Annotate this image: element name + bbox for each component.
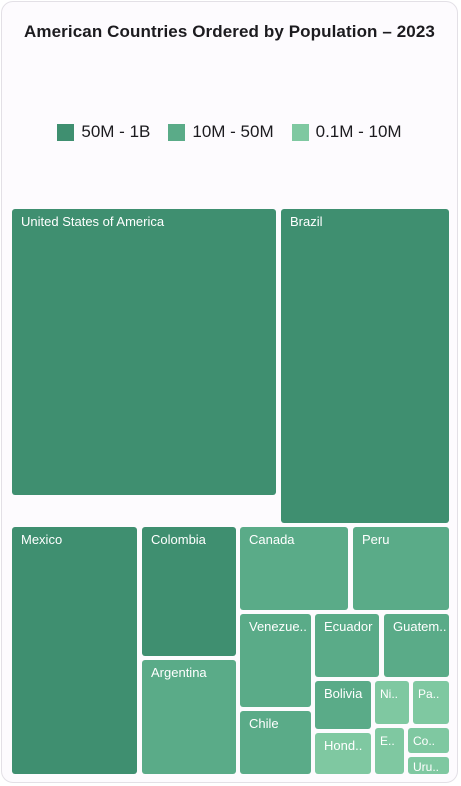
tile-rect-brazil	[281, 209, 449, 523]
tile-colombia[interactable]: Colombia	[142, 527, 236, 656]
tile-rect-mexico	[12, 527, 137, 774]
tile-chile[interactable]: Chile	[240, 711, 311, 774]
tile-honduras[interactable]: Hond..	[315, 733, 371, 774]
tile-brazil[interactable]: Brazil	[281, 209, 449, 523]
tile-rect-paraguay	[413, 681, 449, 724]
tile-el-salvador[interactable]: E..	[375, 728, 404, 774]
tile-label-honduras: Hond..	[324, 738, 362, 753]
tile-guatemala[interactable]: Guatem..	[384, 614, 449, 677]
tile-ecuador[interactable]: Ecuador	[315, 614, 379, 677]
tile-label-peru: Peru	[362, 532, 389, 547]
tile-label-el-salvador: E..	[380, 734, 395, 748]
tile-label-chile: Chile	[249, 716, 279, 731]
legend-item-50m-1b[interactable]: 50M - 1B	[57, 122, 150, 142]
tile-nicaragua[interactable]: Ni..	[375, 681, 409, 724]
tile-rect-peru	[353, 527, 449, 610]
legend-item-10m-50m[interactable]: 10M - 50M	[168, 122, 274, 142]
tile-label-brazil: Brazil	[290, 214, 323, 229]
tile-rect-united-states-of-america	[12, 209, 276, 495]
tile-rect-ecuador	[315, 614, 379, 677]
tile-rect-honduras	[315, 733, 371, 774]
tile-label-uruguay: Uru..	[413, 760, 439, 774]
tile-paraguay[interactable]: Pa..	[413, 681, 449, 724]
tile-label-united-states-of-america: United States of America	[21, 214, 165, 229]
tile-label-nicaragua: Ni..	[380, 687, 398, 701]
tile-label-canada: Canada	[249, 532, 295, 547]
legend-swatch-10m-50m	[168, 123, 186, 141]
tile-label-colombia: Colombia	[151, 532, 207, 547]
tile-costa-rica[interactable]: Co..	[408, 728, 449, 753]
tile-canada[interactable]: Canada	[240, 527, 348, 610]
tile-rect-guatemala	[384, 614, 449, 677]
tile-label-paraguay: Pa..	[418, 687, 439, 701]
tile-rect-venezuela	[240, 614, 311, 707]
tile-bolivia[interactable]: Bolivia	[315, 681, 371, 729]
chart-title: American Countries Ordered by Population…	[24, 22, 435, 41]
tile-rect-canada	[240, 527, 348, 610]
tile-rect-argentina	[142, 660, 236, 774]
tile-label-mexico: Mexico	[21, 532, 62, 547]
tile-rect-costa-rica	[408, 728, 449, 753]
legend-label-10m-50m: 10M - 50M	[192, 122, 274, 141]
legend-swatch-0-1m-10m	[291, 123, 309, 141]
tile-rect-bolivia	[315, 681, 371, 729]
tile-argentina[interactable]: Argentina	[142, 660, 236, 774]
tile-rect-el-salvador	[375, 728, 404, 774]
tile-rect-nicaragua	[375, 681, 409, 724]
tile-united-states-of-america[interactable]: United States of America	[12, 209, 276, 495]
legend-swatch-50m-1b	[57, 123, 75, 141]
tile-rect-colombia	[142, 527, 236, 656]
legend: 50M - 1B 10M - 50M 0.1M - 10M	[2, 122, 457, 142]
tile-peru[interactable]: Peru	[353, 527, 449, 610]
tile-venezuela[interactable]: Venezue..	[240, 614, 311, 707]
legend-label-0-1m-10m: 0.1M - 10M	[315, 122, 402, 141]
tile-rect-chile	[240, 711, 311, 774]
tile-label-ecuador: Ecuador	[324, 619, 373, 634]
tile-label-costa-rica: Co..	[413, 734, 435, 748]
tile-label-argentina: Argentina	[151, 665, 207, 680]
tile-label-bolivia: Bolivia	[324, 686, 363, 701]
tile-label-venezuela: Venezue..	[249, 619, 307, 634]
tile-label-guatemala: Guatem..	[393, 619, 446, 634]
tile-rect-uruguay	[408, 757, 449, 774]
tile-mexico[interactable]: Mexico	[12, 527, 137, 774]
legend-label-50m-1b: 50M - 1B	[81, 122, 151, 141]
tile-uruguay[interactable]: Uru..	[408, 757, 449, 774]
legend-item-0-1m-10m[interactable]: 0.1M - 10M	[291, 122, 402, 142]
